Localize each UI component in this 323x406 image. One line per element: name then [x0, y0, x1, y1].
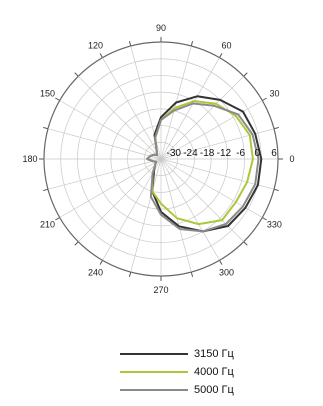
radial-label: 6 — [271, 148, 277, 159]
legend-label-5000: 5000 Гц — [194, 384, 234, 396]
angle-tick — [43, 188, 49, 192]
legend-label-4000: 4000 Гц — [194, 366, 234, 378]
angle-label: 270 — [153, 285, 168, 295]
grid-spoke — [160, 158, 192, 273]
angle-label: 90 — [156, 23, 166, 33]
angle-label: 210 — [40, 220, 55, 230]
legend: 3150 Гц 4000 Гц 5000 Гц — [120, 345, 310, 399]
grid-spoke — [47, 158, 162, 190]
angle-tick — [55, 97, 60, 101]
angle-tick — [190, 41, 194, 47]
angle-tick — [243, 241, 248, 246]
radial-label: -6 — [236, 148, 245, 159]
grid-spoke — [47, 128, 162, 160]
grid-spoke — [78, 76, 162, 160]
angle-tick — [99, 260, 103, 265]
angle-tick — [190, 271, 194, 277]
radial-label: -24 — [183, 148, 198, 159]
angle-tick — [273, 188, 279, 192]
grid-spoke — [160, 76, 244, 160]
angle-tick — [99, 53, 103, 58]
radial-label: 0 — [255, 148, 261, 159]
angle-tick — [55, 217, 60, 221]
legend-label-3150: 3150 Гц — [194, 348, 234, 360]
legend-swatch-4000 — [120, 371, 188, 373]
grid-spoke — [59, 158, 162, 218]
angle-label: 30 — [269, 89, 279, 99]
grid-spoke — [130, 158, 162, 273]
angle-tick — [262, 97, 267, 101]
angle-tick — [243, 72, 248, 77]
grid-spoke — [102, 158, 162, 261]
angle-label: 300 — [219, 267, 234, 277]
angle-label: 330 — [267, 220, 282, 230]
radial-label: -18 — [200, 148, 215, 159]
legend-item-3150: 3150 Гц — [120, 345, 310, 363]
grid-spoke — [160, 158, 263, 218]
grid-spoke — [160, 158, 244, 242]
angle-label: 180 — [22, 154, 37, 164]
radial-label: -12 — [217, 148, 232, 159]
legend-swatch-5000 — [120, 389, 188, 391]
grid-spoke — [59, 100, 162, 160]
angle-label: 120 — [88, 41, 103, 51]
angle-tick — [128, 41, 132, 47]
angle-tick — [219, 53, 223, 58]
angle-tick — [128, 271, 132, 277]
grid-spoke — [78, 158, 162, 242]
angle-tick — [273, 126, 279, 130]
series-layer — [146, 95, 263, 233]
radial-label: -30 — [166, 148, 181, 159]
angle-label: 0 — [289, 154, 294, 164]
angle-label: 240 — [88, 267, 103, 277]
grid-spoke — [160, 57, 220, 160]
grid-spoke — [160, 158, 220, 261]
grid-spoke — [102, 57, 162, 160]
legend-item-4000: 4000 Гц — [120, 363, 310, 381]
angle-tick — [74, 241, 79, 246]
angle-tick — [262, 217, 267, 221]
grid-spoke — [160, 100, 263, 160]
polar-grid — [39, 37, 283, 281]
angle-label: 60 — [221, 41, 231, 51]
legend-item-5000: 5000 Гц — [120, 381, 310, 399]
legend-swatch-3150 — [120, 353, 188, 355]
angle-tick — [219, 260, 223, 265]
angle-tick — [74, 72, 79, 77]
angle-tick — [43, 126, 49, 130]
angle-label: 150 — [40, 89, 55, 99]
series-line-2 — [146, 102, 260, 233]
